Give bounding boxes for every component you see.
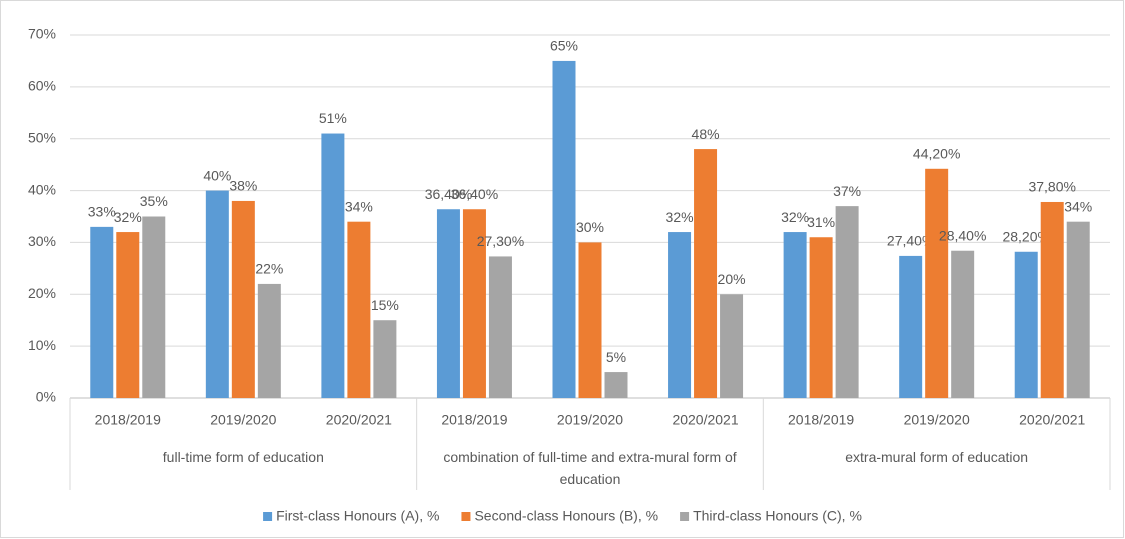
legend-label: Third-class Honours (C), % — [693, 508, 862, 524]
bar — [783, 232, 807, 398]
group-label: combination of full-time and extra-mural… — [443, 449, 736, 487]
bar — [373, 320, 397, 398]
data-label: 30% — [576, 219, 604, 235]
y-tick-label: 40% — [28, 181, 56, 197]
y-tick-label: 70% — [28, 26, 56, 42]
group-label-line: extra-mural form of education — [845, 449, 1028, 465]
data-label: 27,40% — [887, 233, 934, 249]
bar — [809, 237, 833, 398]
data-label: 28,40% — [939, 227, 986, 243]
group-label: extra-mural form of education — [845, 449, 1028, 465]
bar — [604, 372, 628, 398]
x-tick-label: 2019/2020 — [557, 412, 623, 428]
bar — [116, 232, 140, 398]
data-label: 48% — [692, 126, 720, 142]
data-label: 33% — [88, 204, 116, 220]
data-label: 35% — [140, 193, 168, 209]
bar — [142, 216, 166, 398]
x-tick-label: 2018/2019 — [788, 412, 854, 428]
data-label: 34% — [345, 198, 373, 214]
y-tick-label: 0% — [36, 389, 56, 405]
group-label-line: full-time form of education — [163, 449, 324, 465]
bar — [1040, 201, 1064, 398]
bar — [1014, 251, 1038, 398]
legend-label: First-class Honours (A), % — [276, 508, 439, 524]
x-tick-label: 2020/2021 — [1019, 412, 1085, 428]
bar — [205, 190, 229, 398]
legend-swatch — [461, 512, 471, 521]
group-label: full-time form of education — [163, 449, 324, 465]
group-label-line: combination of full-time and extra-mural… — [443, 449, 736, 465]
bar — [257, 283, 281, 398]
bar — [321, 133, 345, 398]
bar — [951, 250, 975, 398]
x-tick-label: 2018/2019 — [441, 412, 507, 428]
y-tick-label: 60% — [28, 78, 56, 94]
data-label: 36,40% — [425, 186, 472, 202]
bar — [720, 294, 744, 398]
y-tick-label: 10% — [28, 337, 56, 353]
bar — [899, 255, 923, 398]
data-label: 32% — [781, 209, 809, 225]
x-tick-label: 2020/2021 — [672, 412, 738, 428]
x-tick-label: 2019/2020 — [210, 412, 276, 428]
x-tick-label: 2018/2019 — [95, 412, 161, 428]
bar — [694, 149, 718, 398]
data-label: 32% — [666, 209, 694, 225]
y-tick-label: 50% — [28, 129, 56, 145]
data-label: 27,30% — [477, 233, 524, 249]
data-label: 31% — [807, 214, 835, 230]
data-label: 15% — [371, 297, 399, 313]
x-tick-label: 2019/2020 — [904, 412, 970, 428]
data-label: 44,20% — [913, 145, 960, 161]
y-tick-label: 20% — [28, 285, 56, 301]
legend-swatch — [263, 512, 273, 521]
bar — [552, 60, 576, 399]
data-label: 32% — [114, 209, 142, 225]
bar — [668, 232, 692, 398]
y-tick-label: 30% — [28, 233, 56, 249]
group-label-line: education — [560, 471, 621, 487]
bar — [347, 221, 371, 398]
bar — [578, 242, 602, 398]
data-label: 22% — [255, 261, 283, 277]
bar — [1066, 221, 1090, 398]
x-tick-label: 2020/2021 — [326, 412, 392, 428]
legend: First-class Honours (A), % Second-class H… — [263, 508, 862, 524]
bar — [462, 209, 486, 398]
data-label: 28,20% — [1002, 228, 1049, 244]
data-label: 65% — [550, 38, 578, 54]
bar — [925, 168, 949, 398]
data-label: 34% — [1064, 198, 1092, 214]
legend-swatch — [680, 512, 690, 521]
data-label: 38% — [229, 178, 257, 194]
data-label: 37% — [833, 183, 861, 199]
bar — [436, 209, 460, 398]
data-label: 40% — [203, 167, 231, 183]
bar — [231, 200, 255, 398]
data-label: 37,80% — [1028, 179, 1075, 195]
bar — [90, 226, 114, 398]
data-label: 20% — [718, 271, 746, 287]
data-label: 5% — [606, 349, 626, 365]
bar — [835, 206, 859, 398]
legend-label: Second-class Honours (B), % — [474, 508, 658, 524]
data-label: 51% — [319, 110, 347, 126]
bar — [488, 256, 512, 398]
data-label: 36,40% — [451, 186, 498, 202]
